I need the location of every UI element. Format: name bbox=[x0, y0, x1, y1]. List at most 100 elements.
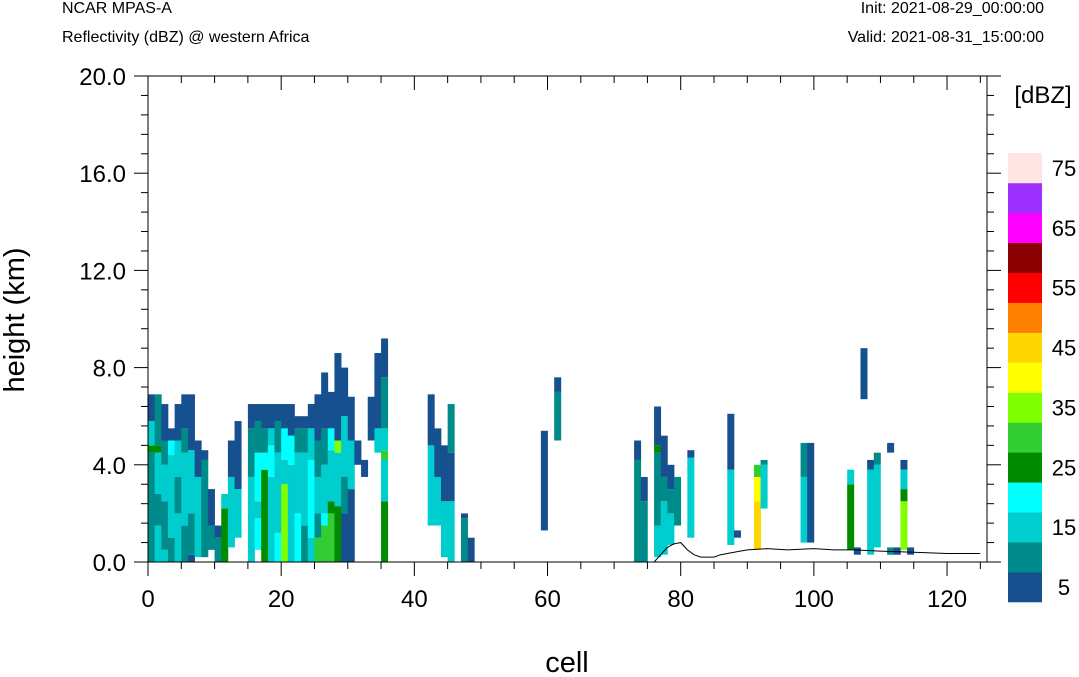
y-tick-label: 20.0 bbox=[79, 64, 126, 91]
x-tick-label: 120 bbox=[927, 586, 967, 613]
y-axis-ticks: 0.0 4.0 8.0 12.0 16.0 20.0 bbox=[79, 64, 1001, 577]
reflectivity-cell bbox=[181, 428, 189, 453]
reflectivity-cell bbox=[634, 459, 642, 562]
reflectivity-cell bbox=[381, 459, 389, 502]
reflectivity-cell bbox=[667, 489, 675, 514]
reflectivity-cell bbox=[381, 428, 389, 451]
x-tick-label: 40 bbox=[401, 586, 428, 613]
reflectivity-cell bbox=[161, 464, 169, 502]
colorbar-box bbox=[1008, 272, 1042, 303]
reflectivity-cell bbox=[540, 430, 548, 531]
reflectivity-cell bbox=[847, 484, 855, 550]
init-time: Init: 2021-08-29_00:00:00 bbox=[860, 0, 1044, 17]
reflectivity-cell bbox=[354, 440, 362, 465]
reflectivity-cell bbox=[161, 549, 169, 562]
reflectivity-cell bbox=[887, 442, 895, 453]
reflectivity-cell bbox=[274, 404, 282, 422]
reflectivity-cell bbox=[900, 469, 908, 490]
reflectivity-cell bbox=[281, 404, 289, 429]
reflectivity-cell bbox=[274, 452, 282, 533]
reflectivity-cell bbox=[234, 421, 242, 490]
colorbar-box bbox=[1008, 512, 1042, 543]
reflectivity-cell bbox=[247, 404, 255, 429]
reflectivity-cell bbox=[194, 440, 202, 477]
x-tick-label: 80 bbox=[667, 586, 694, 613]
y-tick-label: 12.0 bbox=[79, 258, 126, 285]
reflectivity-cell bbox=[374, 353, 382, 429]
colorbar-box bbox=[1008, 182, 1042, 214]
reflectivity-cell bbox=[261, 428, 269, 453]
chart-title: Reflectivity (dBZ) @ western Africa bbox=[62, 29, 310, 46]
reflectivity-cell bbox=[148, 394, 156, 422]
reflectivity-cell bbox=[341, 416, 349, 477]
reflectivity-cell bbox=[181, 394, 189, 429]
reflectivity-cell bbox=[687, 457, 695, 538]
reflectivity-cell bbox=[314, 440, 322, 477]
colorbar-label: 75 bbox=[1052, 156, 1076, 181]
reflectivity-cell bbox=[294, 513, 302, 562]
reflectivity-cell bbox=[214, 537, 222, 562]
colorbar-label: 5 bbox=[1058, 575, 1070, 600]
colorbar-label: 45 bbox=[1052, 336, 1076, 361]
reflectivity-cell bbox=[460, 513, 468, 519]
reflectivity-cell bbox=[321, 525, 329, 562]
x-tick-label: 20 bbox=[268, 586, 295, 613]
reflectivity-cell bbox=[347, 396, 355, 441]
reflectivity-cell bbox=[281, 459, 289, 485]
reflectivity-cell bbox=[760, 464, 768, 509]
colorbar-box bbox=[1008, 392, 1042, 423]
model-name: NCAR MPAS-A bbox=[62, 0, 172, 17]
y-tick-label: 16.0 bbox=[79, 161, 126, 188]
colorbar-box bbox=[1008, 332, 1042, 363]
reflectivity-cell bbox=[753, 464, 761, 477]
reflectivity-cell bbox=[753, 476, 761, 502]
reflectivity-cell bbox=[634, 440, 642, 460]
reflectivity-cell bbox=[341, 476, 349, 514]
reflectivity-cell bbox=[187, 450, 195, 514]
colorbar-box bbox=[1008, 422, 1042, 453]
reflectivity-cell bbox=[334, 506, 342, 562]
reflectivity-cell bbox=[347, 440, 355, 490]
reflectivity-cell bbox=[207, 525, 215, 550]
reflectivity-cell bbox=[381, 377, 389, 429]
reflectivity-cell bbox=[321, 372, 329, 429]
reflectivity-cell bbox=[893, 547, 901, 555]
reflectivity-cell bbox=[287, 464, 295, 562]
colorbar-box bbox=[1008, 302, 1042, 333]
reflectivity-cell bbox=[287, 435, 295, 465]
reflectivity-cell bbox=[148, 445, 156, 453]
reflectivity-cell bbox=[654, 406, 662, 446]
reflectivity-cell bbox=[327, 501, 335, 514]
x-axis-ticks: 0 20 40 60 80 100 120 bbox=[141, 76, 981, 613]
colorbar-label: 35 bbox=[1052, 395, 1076, 420]
reflectivity-cell bbox=[174, 440, 182, 477]
colorbar-box bbox=[1008, 452, 1042, 483]
reflectivity-cell bbox=[554, 391, 562, 441]
reflectivity-cell bbox=[267, 445, 275, 477]
reflectivity-cell bbox=[307, 428, 315, 460]
reflectivity-cell bbox=[321, 428, 329, 465]
y-tick-label: 8.0 bbox=[93, 356, 126, 383]
reflectivity-cell bbox=[161, 404, 169, 441]
reflectivity-cell bbox=[753, 501, 761, 550]
reflectivity-cell bbox=[341, 367, 349, 417]
reflectivity-cell bbox=[301, 525, 309, 562]
reflectivity-cell bbox=[687, 450, 695, 458]
reflectivity-cell bbox=[314, 513, 322, 538]
reflectivity-cell bbox=[674, 476, 682, 526]
reflectivity-cell bbox=[181, 452, 189, 526]
reflectivity-cell bbox=[154, 493, 162, 526]
reflectivity-cell bbox=[167, 455, 175, 538]
reflectivity-cell bbox=[334, 353, 342, 441]
reflectivity-cell bbox=[247, 428, 255, 477]
reflectivity-cell bbox=[853, 547, 861, 555]
colorbar-box bbox=[1008, 242, 1042, 274]
reflectivity-cell bbox=[434, 428, 442, 477]
reflectivity-cell bbox=[321, 513, 329, 526]
reflectivity-cell bbox=[440, 501, 448, 558]
reflectivity-cell bbox=[321, 464, 329, 514]
reflectivity-cell bbox=[294, 428, 302, 453]
reflectivity-cell bbox=[554, 377, 562, 392]
reflectivity-cell bbox=[727, 469, 735, 545]
reflectivity-cell bbox=[460, 518, 468, 562]
